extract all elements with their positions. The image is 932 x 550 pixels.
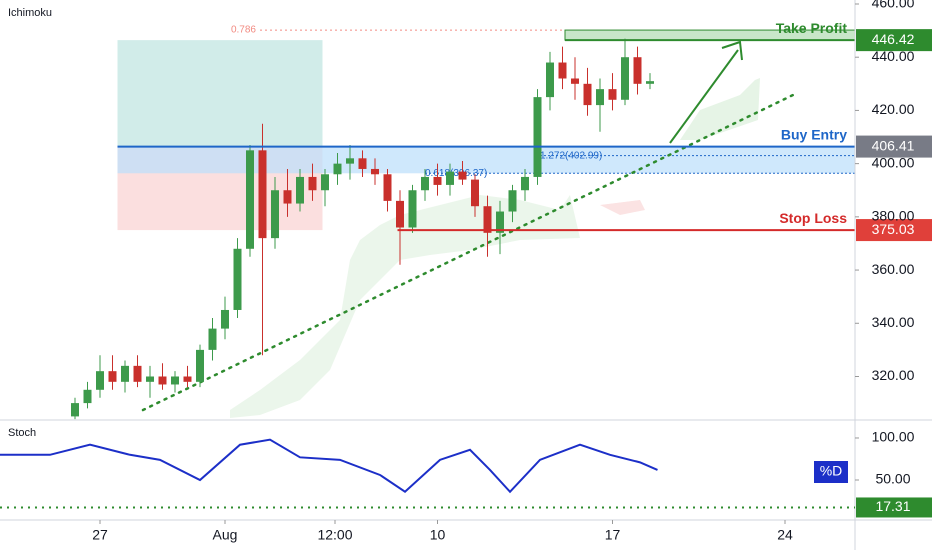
candle-body [421,176,429,191]
y-tick-label: 100.00 [872,429,915,445]
candle-body [283,190,292,204]
candle-body [296,176,304,204]
candle-body [546,62,554,98]
candle-body [521,176,529,191]
x-tick-label: 24 [777,527,793,543]
candle-body [83,389,92,404]
stoch-line [0,438,658,494]
ichimoku-cloud [680,78,760,140]
candle-body [508,190,517,212]
candle-body [271,190,279,239]
level-name: Buy Entry [781,126,847,142]
candle-body [308,176,317,191]
candle-body [133,365,142,382]
price-box-label: 17.31 [875,498,910,514]
price-box [856,219,932,242]
x-tick-label: 27 [92,527,108,543]
price-box [856,135,932,158]
legend-label: %D [820,463,843,479]
candle-body [208,328,217,350]
fib-label: 0.618(396.37) [425,168,487,179]
candle-body [533,97,542,177]
y-tick-label: 380.00 [872,208,915,224]
candle-body [183,376,192,382]
candle-body [608,89,617,100]
candle-body [496,211,504,233]
candle-body [158,376,167,385]
candle-body [383,174,392,201]
price-box-label: 446.42 [872,31,915,47]
y-tick-label: 320.00 [872,367,915,383]
candle-body [571,78,579,84]
candle-body [458,171,467,180]
candle-body [558,62,567,79]
candle-body [446,171,454,185]
legend-box [814,461,848,483]
arrow [669,49,739,144]
candle-body [371,168,379,175]
candle-body [196,349,204,382]
candle-body [171,376,179,385]
y-tick-label: 340.00 [872,314,915,330]
candle-body [346,158,354,164]
candle-body [246,150,254,249]
level-name: Stop Loss [779,210,847,226]
price-box-label: 375.03 [872,221,915,237]
y-tick-label: 420.00 [872,101,915,117]
y-tick-label: 440.00 [872,48,915,64]
candle-body [583,83,592,106]
arrow-head [721,40,743,61]
fib-label: 1.272(402.99) [540,150,602,161]
ichimoku-cloud [230,195,580,418]
buy-zone [117,146,855,174]
candle-body [433,176,442,185]
y-tick-label: 400.00 [872,154,915,170]
candle-body [221,309,229,329]
candle-body [408,190,417,228]
fib-label: 0.786 [231,25,256,36]
x-tick-label: 12:00 [317,527,352,543]
x-tick-label: Aug [213,527,238,543]
candle-body [233,248,242,310]
indicator-name: Ichimoku [8,7,52,19]
candle-body [333,163,342,175]
candle-body [321,174,329,191]
candle-body [633,57,642,84]
y-tick-label: 50.00 [875,471,910,487]
candle-body [621,57,629,100]
candle-body [121,365,129,382]
indicator-name: Stoch [8,427,36,439]
candle-body [108,371,117,382]
candle-body [396,200,404,228]
level-name: Take Profit [776,20,848,36]
candle-body [96,371,104,390]
price-box [856,29,932,52]
candle-body [146,376,154,382]
candle-body [471,179,479,207]
candle-body [483,206,492,233]
y-tick-label: 360.00 [872,261,915,277]
target-zone [117,40,323,147]
y-tick-label: 460.00 [872,0,915,11]
candle-body [258,150,267,239]
candle-body [71,403,79,417]
x-tick-label: 17 [605,527,621,543]
price-box-label: 406.41 [872,137,915,153]
price-box [856,497,932,518]
ichimoku-cloud [600,200,645,215]
candle-body [646,81,654,84]
candle-body [596,89,604,106]
candle-body [358,158,367,169]
x-tick-label: 10 [430,527,446,543]
